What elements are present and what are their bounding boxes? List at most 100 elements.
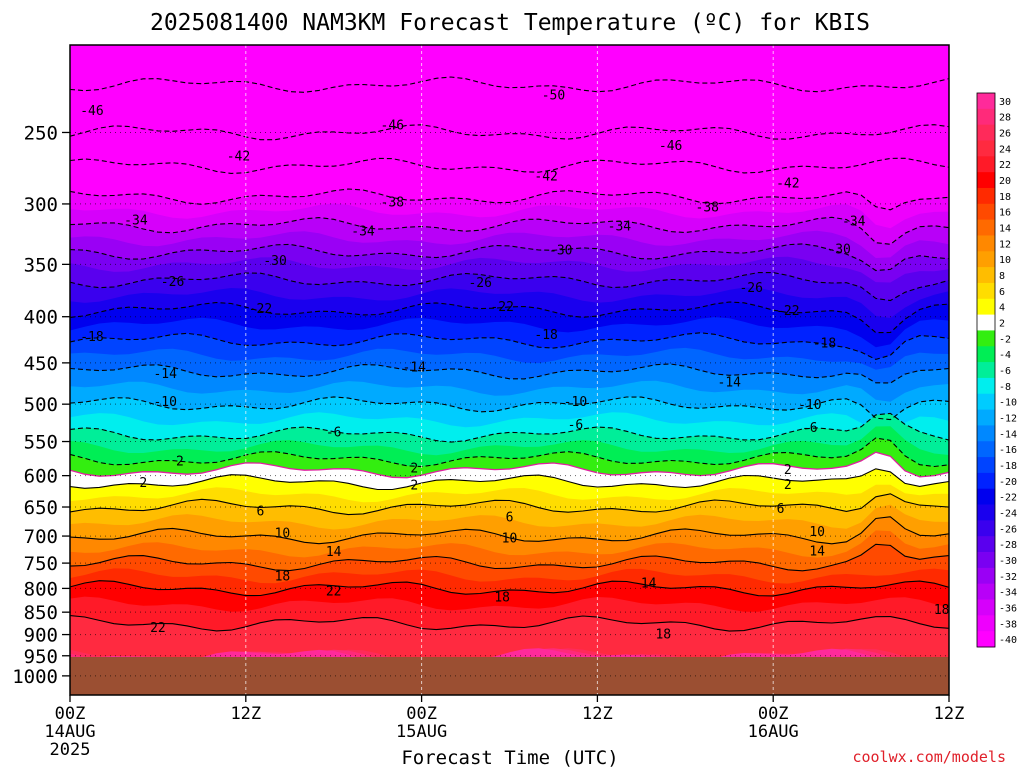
y-tick-label: 750 [24, 553, 58, 575]
colorbar-label: 16 [999, 208, 1011, 219]
colorbar-label: -14 [999, 429, 1017, 440]
x-tick-label: 00Z [406, 704, 437, 724]
y-tick-label: 700 [24, 526, 58, 548]
colorbar-label: -2 [999, 334, 1011, 345]
colorbar-swatch [977, 567, 995, 585]
contour-label: -18 [80, 330, 103, 345]
colorbar-label: -4 [999, 350, 1011, 361]
y-tick-label: 1000 [12, 666, 58, 688]
colorbar-swatch [977, 172, 995, 189]
colorbar-label: 6 [999, 287, 1005, 298]
colorbar-label: -10 [999, 398, 1017, 409]
colorbar-label: -38 [999, 619, 1017, 630]
colorbar-label: -16 [999, 445, 1017, 456]
colorbar-label: 26 [999, 129, 1011, 140]
contour-label: -26 [739, 281, 762, 296]
contour-label: 22 [326, 584, 342, 599]
isotherm-line [70, 188, 949, 211]
colorbar-label: -30 [999, 556, 1017, 567]
contour-label: 2 [176, 454, 184, 469]
colorbar-swatch [977, 377, 995, 395]
contour-label: 14 [641, 576, 657, 591]
colorbar-label: -36 [999, 603, 1017, 614]
contour-label: 18 [494, 591, 510, 606]
x-tick-date: 16AUG [748, 722, 799, 742]
contour-label: 2 [410, 462, 418, 477]
x-tick-label: 12Z [582, 704, 613, 724]
contour-label: -42 [776, 176, 799, 191]
contour-label: -42 [534, 169, 557, 184]
contour-label: 2 [784, 463, 792, 478]
contour-label: -42 [227, 149, 250, 164]
colorbar-frame [976, 92, 996, 648]
isotherm-line [70, 332, 949, 360]
colorbar-swatch [977, 536, 995, 553]
colorbar-swatch [977, 520, 995, 537]
colorbar-swatch [977, 457, 995, 474]
contour-label: -6 [568, 418, 584, 433]
contour-label: -34 [124, 213, 148, 228]
contour-label: -14 [153, 367, 177, 382]
colorbar-swatch [977, 235, 995, 252]
contour-label: -50 [542, 89, 565, 104]
y-tick-label: 250 [24, 122, 58, 144]
colorbar-swatch [977, 124, 995, 141]
colorbar-swatch [977, 298, 995, 315]
x-tick-label: 00Z [758, 704, 789, 724]
y-tick-label: 450 [24, 353, 58, 375]
isotherm-line [70, 516, 949, 545]
isotherm-line [70, 243, 949, 272]
y-tick-label: 350 [24, 254, 58, 276]
isotherm-line [70, 543, 949, 572]
contour-label: 18 [655, 627, 671, 642]
y-axis: 2503003504004505005506006507007508008509… [12, 122, 70, 688]
isotherm-line [70, 396, 949, 421]
isotherm-line [70, 493, 949, 516]
colorbar-swatch [977, 156, 995, 173]
colorbar-swatch [977, 282, 995, 300]
colorbar-swatch [977, 599, 995, 616]
contour-label: -46 [381, 119, 404, 134]
x-tick-label: 00Z [55, 704, 86, 724]
isotherm-line [70, 437, 949, 468]
contour-label: 2 [139, 476, 147, 491]
contour-label: -18 [534, 328, 557, 343]
colorbar-label: 18 [999, 192, 1011, 203]
temperature-field [70, 45, 949, 695]
colorbar-label: -28 [999, 540, 1017, 551]
contour-label: 14 [809, 544, 825, 559]
contour-label: -38 [696, 201, 719, 216]
colorbar-label: 10 [999, 255, 1011, 266]
contour-label: -14 [403, 360, 427, 375]
contour-label: 6 [506, 511, 514, 526]
contour-label: -14 [718, 376, 742, 391]
y-tick-label: 500 [24, 394, 58, 416]
isotherm-line [70, 412, 949, 443]
contour-label: -26 [468, 276, 491, 291]
colorbar-label: 4 [999, 303, 1005, 314]
isotherm-line [70, 363, 949, 384]
colorbar-label: 14 [999, 224, 1011, 235]
x-tick-label: 12Z [934, 704, 965, 724]
colorbar-label: -26 [999, 524, 1017, 535]
isotherm-contours [70, 76, 949, 632]
contour-label: -46 [659, 139, 682, 154]
y-tick-label: 900 [24, 625, 58, 647]
contour-label: -6 [326, 425, 342, 440]
colorbar-label: -18 [999, 461, 1017, 472]
contour-label: 6 [257, 505, 265, 520]
ground-fill [70, 657, 949, 695]
contour-label: -10 [153, 395, 176, 410]
x-tick-year: 2025 [50, 740, 91, 760]
colorbar-swatch [977, 267, 995, 284]
colorbar-label: -32 [999, 572, 1017, 583]
colorbar-swatch [977, 93, 995, 110]
contour-label: 18 [934, 603, 950, 618]
contour-label: -18 [813, 336, 836, 351]
contour-label: 10 [502, 532, 518, 547]
isotherm-line [70, 468, 949, 491]
contour-label: 18 [275, 569, 291, 584]
colorbar-swatch [977, 346, 995, 363]
